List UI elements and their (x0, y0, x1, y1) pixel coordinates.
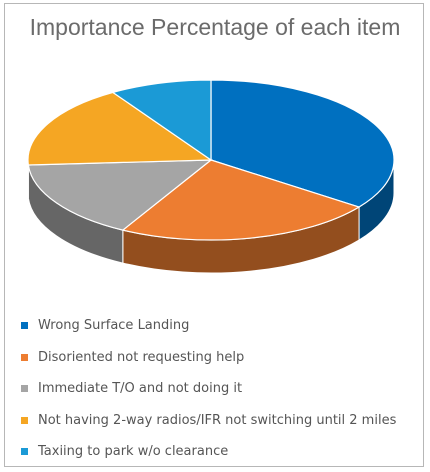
legend-item: Immediate T/O and not doing it (21, 373, 421, 405)
legend-swatch (21, 385, 28, 393)
pie-slice-2 (27, 159, 213, 231)
legend-label: Immediate T/O and not doing it (38, 381, 243, 397)
legend-swatch (21, 416, 28, 424)
legend-label: Wrong Surface Landing (38, 318, 190, 334)
legend-swatch (21, 322, 28, 330)
chart-title: Importance Percentage of each item (29, 14, 401, 40)
pie-chart (27, 79, 395, 274)
legend-label: Disoriented not requesting help (38, 349, 245, 365)
legend: Wrong Surface Landing Disoriented not req… (21, 310, 421, 468)
legend-label: Taxiing to park w/o clearance (38, 444, 229, 460)
legend-item: Disoriented not requesting help (21, 342, 421, 374)
chart-frame: Importance Percentage of each item Wrong… (4, 3, 424, 467)
legend-item: Wrong Surface Landing (21, 310, 421, 342)
legend-swatch (21, 448, 28, 456)
legend-label: Not having 2-way radios/IFR not switchin… (38, 412, 397, 428)
pie-slice-3 (27, 91, 213, 166)
legend-item: Taxiing to park w/o clearance (21, 436, 421, 468)
legend-swatch (21, 353, 28, 361)
legend-item: Not having 2-way radios/IFR not switchin… (21, 405, 421, 437)
pie-slice-0 (210, 79, 395, 208)
pie-slice-1 (121, 159, 361, 241)
pie-slice-4 (111, 79, 212, 162)
